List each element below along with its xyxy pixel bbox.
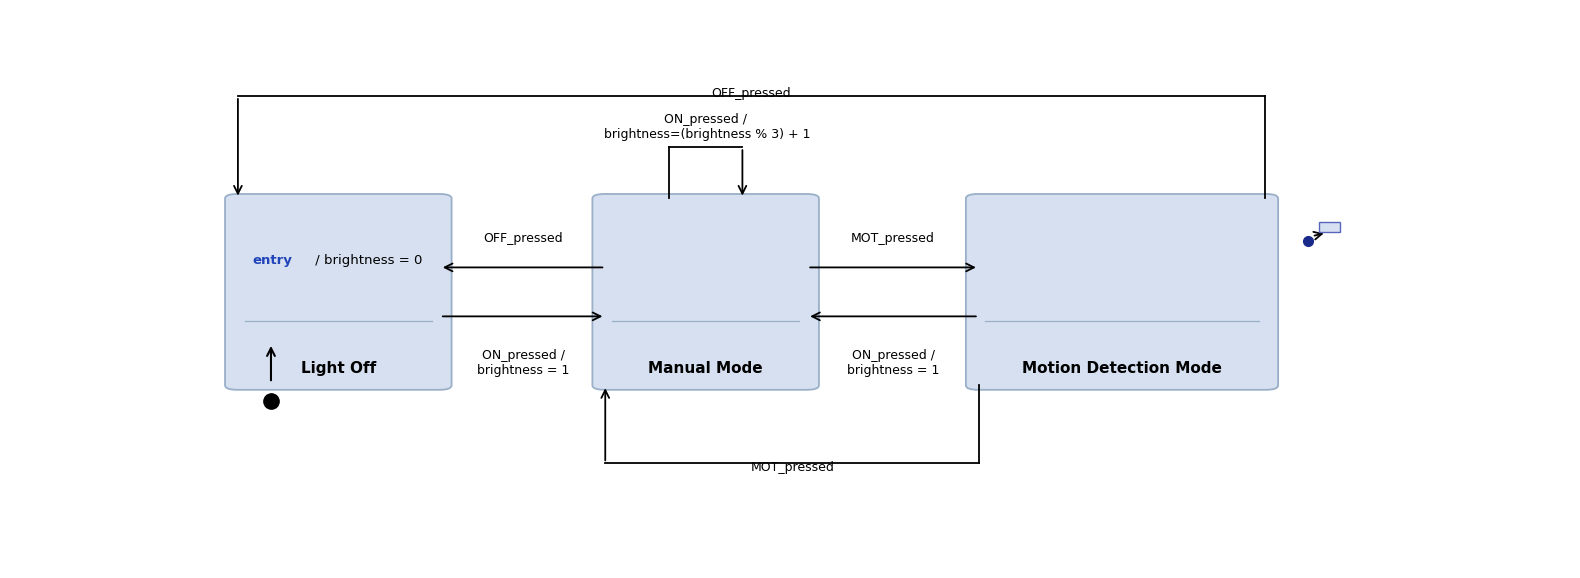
Text: ON_pressed /
 brightness=(brightness % 3) + 1: ON_pressed / brightness=(brightness % 3)… <box>600 113 811 141</box>
Text: ON_pressed /
brightness = 1: ON_pressed / brightness = 1 <box>477 349 569 377</box>
Text: MOT_pressed: MOT_pressed <box>750 461 834 475</box>
Text: MOT_pressed: MOT_pressed <box>852 232 935 245</box>
Text: Motion Detection Mode: Motion Detection Mode <box>1022 361 1221 376</box>
FancyBboxPatch shape <box>592 194 818 390</box>
Text: / brightness = 0: / brightness = 0 <box>311 254 422 267</box>
Text: OFF_pressed: OFF_pressed <box>711 87 790 100</box>
Text: ON_pressed /
brightness = 1: ON_pressed / brightness = 1 <box>847 349 939 377</box>
Text: entry: entry <box>251 254 292 267</box>
FancyBboxPatch shape <box>965 194 1278 390</box>
FancyBboxPatch shape <box>1319 222 1340 232</box>
Text: OFF_pressed: OFF_pressed <box>483 232 562 245</box>
Text: Light Off: Light Off <box>300 361 376 376</box>
Text: Manual Mode: Manual Mode <box>648 361 763 376</box>
FancyBboxPatch shape <box>224 194 452 390</box>
